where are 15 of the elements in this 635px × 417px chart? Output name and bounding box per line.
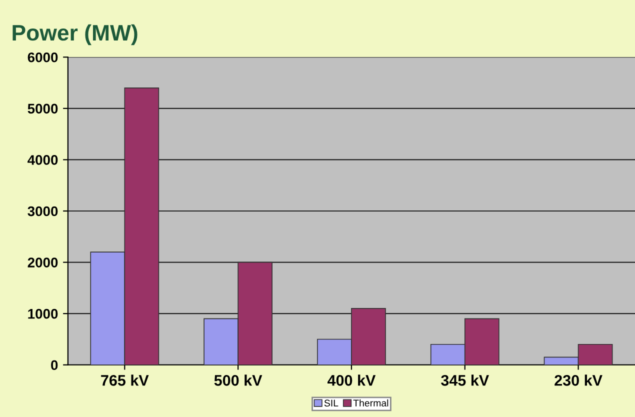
legend-label: Thermal bbox=[353, 399, 388, 407]
y-tick-label: 6000 bbox=[28, 52, 58, 62]
y-tick-label: 1000 bbox=[28, 308, 58, 319]
y-tick-label: 3000 bbox=[28, 206, 58, 216]
y-tick-label: 0 bbox=[51, 360, 58, 370]
x-tick-label: 400 kV bbox=[327, 374, 376, 386]
y-tick-label: 5000 bbox=[28, 104, 58, 114]
legend-label: SIL bbox=[324, 400, 338, 407]
x-tick-label: 500 kV bbox=[214, 374, 262, 386]
y-tick-label: 2000 bbox=[28, 258, 58, 268]
chart-title: Power (MW) bbox=[12, 24, 138, 46]
x-tick-label: 765 kV bbox=[101, 374, 149, 386]
y-tick-label: 4000 bbox=[28, 155, 58, 165]
x-tick-label: 345 kV bbox=[441, 374, 489, 386]
x-tick-label: 230 kV bbox=[554, 374, 602, 386]
